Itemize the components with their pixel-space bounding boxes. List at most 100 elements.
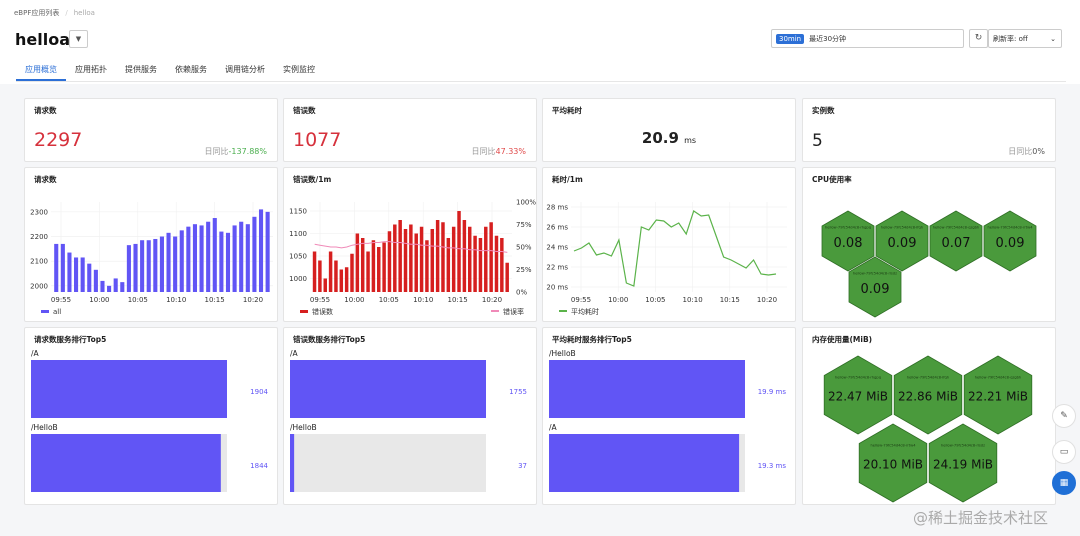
error-bar	[393, 224, 397, 292]
x-tick-label: 10:05	[379, 296, 399, 304]
errors-rank-chart: /A 1755/HelloB 37	[290, 349, 527, 492]
refresh-icon: ↻	[974, 33, 983, 43]
hex-cell	[963, 355, 1033, 435]
time-range-picker[interactable]: 30min 最近30分钟	[771, 29, 964, 48]
error-bar	[500, 238, 504, 292]
hex-instance-name: hellow-79fc54d4c8-lfqh	[907, 376, 949, 380]
rank-label: /HelloB	[290, 423, 317, 432]
y-tick-label: 1050	[289, 253, 307, 261]
y-tick-label: 22 ms	[546, 264, 568, 272]
stat-requests-value: 2297	[34, 129, 83, 151]
tab-overview[interactable]: 应用概览	[16, 63, 66, 81]
legend-swatch	[41, 310, 49, 313]
memory-title: 内存使用量(MiB)	[812, 335, 873, 344]
compare-label: 日同比	[1008, 147, 1033, 156]
watermark: @稀土掘金技术社区	[913, 509, 1049, 527]
tab-trace-analysis[interactable]: 调用链分析	[225, 65, 265, 74]
tab-topology[interactable]: 应用拓扑	[75, 65, 107, 74]
request-bar	[245, 224, 250, 292]
x-tick-label: 09:55	[571, 296, 591, 304]
stat-requests-compare: 日同比-137.88%	[205, 146, 267, 157]
x-tick-label: 10:10	[413, 296, 433, 304]
hex-cell	[823, 355, 893, 435]
compare-label: 日同比	[471, 147, 496, 156]
rank-value: 1844	[250, 462, 268, 470]
cpu-panel: CPU使用率 hellow-79fc54d4c8-rhgpq 0.08 hellow…	[802, 167, 1056, 322]
request-bar	[80, 257, 85, 292]
stat-instances-title: 实例数	[812, 106, 835, 115]
rank-label: /A	[549, 423, 558, 432]
hex-value: 22.21 MiB	[968, 389, 1028, 403]
x-tick-label: 10:10	[166, 296, 186, 304]
request-bar	[252, 216, 257, 292]
error-bar	[366, 251, 370, 292]
hex-cell	[893, 355, 963, 435]
rank-value: 37	[518, 462, 527, 470]
legend-label: 错误数	[312, 307, 333, 316]
request-bar	[258, 209, 264, 292]
error-bar	[414, 233, 418, 292]
request-bar	[107, 285, 112, 292]
request-bar	[192, 224, 198, 292]
requests-chart-panel: 请求数 2000 2100 2200 2300 09:55 10:00 10:05 10:10…	[24, 167, 278, 322]
hex-instance-name: hellow-79fc54d4c8-rrtw4	[988, 225, 1034, 229]
request-bar	[206, 221, 211, 292]
breadcrumb-current: helloa	[73, 9, 95, 17]
error-bar	[467, 226, 472, 292]
request-bar	[93, 269, 98, 292]
feedback-button[interactable]: ▭	[1052, 440, 1076, 464]
stat-errors-compare: 日同比47.33%	[471, 146, 526, 157]
y-tick-label: 20 ms	[546, 284, 568, 292]
rank-value: 19.3 ms	[758, 462, 787, 470]
request-bar	[225, 232, 231, 292]
stat-instances-compare: 日同比0%	[1008, 146, 1045, 157]
edit-button[interactable]: ✎	[1052, 404, 1076, 428]
app-select-button[interactable]: ▼	[69, 30, 88, 48]
request-bar	[126, 245, 131, 292]
error-bar	[403, 229, 408, 292]
x-tick-label: 10:20	[482, 296, 502, 304]
y2-tick-label: 100%	[516, 199, 536, 207]
refresh-button[interactable]: ↻	[969, 29, 988, 48]
hex-value: 0.07	[942, 236, 971, 251]
error-bar	[334, 260, 338, 292]
page-title: helloa	[15, 30, 70, 49]
latency-chart-title: 耗时/1m	[552, 175, 583, 184]
error-bar	[360, 238, 365, 292]
error-bar	[435, 220, 440, 292]
tab-dependent-services[interactable]: 依赖服务	[175, 65, 207, 74]
hex-cell	[929, 210, 983, 272]
compare-value: 47.33%	[495, 147, 526, 156]
error-bar	[344, 267, 349, 292]
stat-errors-value: 1077	[293, 129, 342, 151]
refresh-rate-select[interactable]: 刷新率: off ⌄	[988, 29, 1062, 48]
error-bar	[312, 251, 317, 292]
request-bar	[179, 230, 184, 292]
hex-instance-name: hellow-79fc54d4c8-qzgbh	[975, 376, 1021, 380]
x-tick-label: 10:00	[344, 296, 364, 304]
request-bar	[67, 252, 72, 292]
hex-instance-name: hellow-79fc54d4c8-lfqh	[881, 225, 923, 229]
breadcrumb-parent-link[interactable]: eBPF应用列表	[14, 9, 60, 17]
time-range-badge: 30min	[776, 33, 805, 44]
error-bar	[446, 238, 451, 292]
tab-provided-services[interactable]: 提供服务	[125, 65, 157, 74]
y-tick-label: 28 ms	[546, 204, 568, 212]
errors-rank-panel: 错误数服务排行Top5 /A 1755/HelloB 37	[283, 327, 537, 505]
y2-tick-label: 50%	[516, 244, 532, 252]
error-bar	[505, 262, 509, 292]
error-bar	[425, 240, 429, 292]
latency-chart-panel: 耗时/1m 20 ms 22 ms 24 ms 26 ms 28 ms 09:55 10:0…	[542, 167, 796, 322]
compare-value: -137.88%	[228, 147, 267, 156]
tab-instance-monitor[interactable]: 实例监控	[283, 65, 315, 74]
latency-line	[573, 210, 777, 287]
apps-button[interactable]: ▦	[1052, 471, 1076, 495]
error-bar	[489, 222, 493, 292]
request-bar	[153, 238, 158, 292]
request-bar	[87, 263, 92, 292]
request-bar	[219, 231, 224, 292]
hex-value: 24.19 MiB	[933, 457, 993, 471]
error-bar	[494, 235, 499, 292]
rank-bar	[290, 434, 295, 492]
hex-instance-name: hellow-79fc54d4c8-qzgbh	[933, 225, 979, 229]
